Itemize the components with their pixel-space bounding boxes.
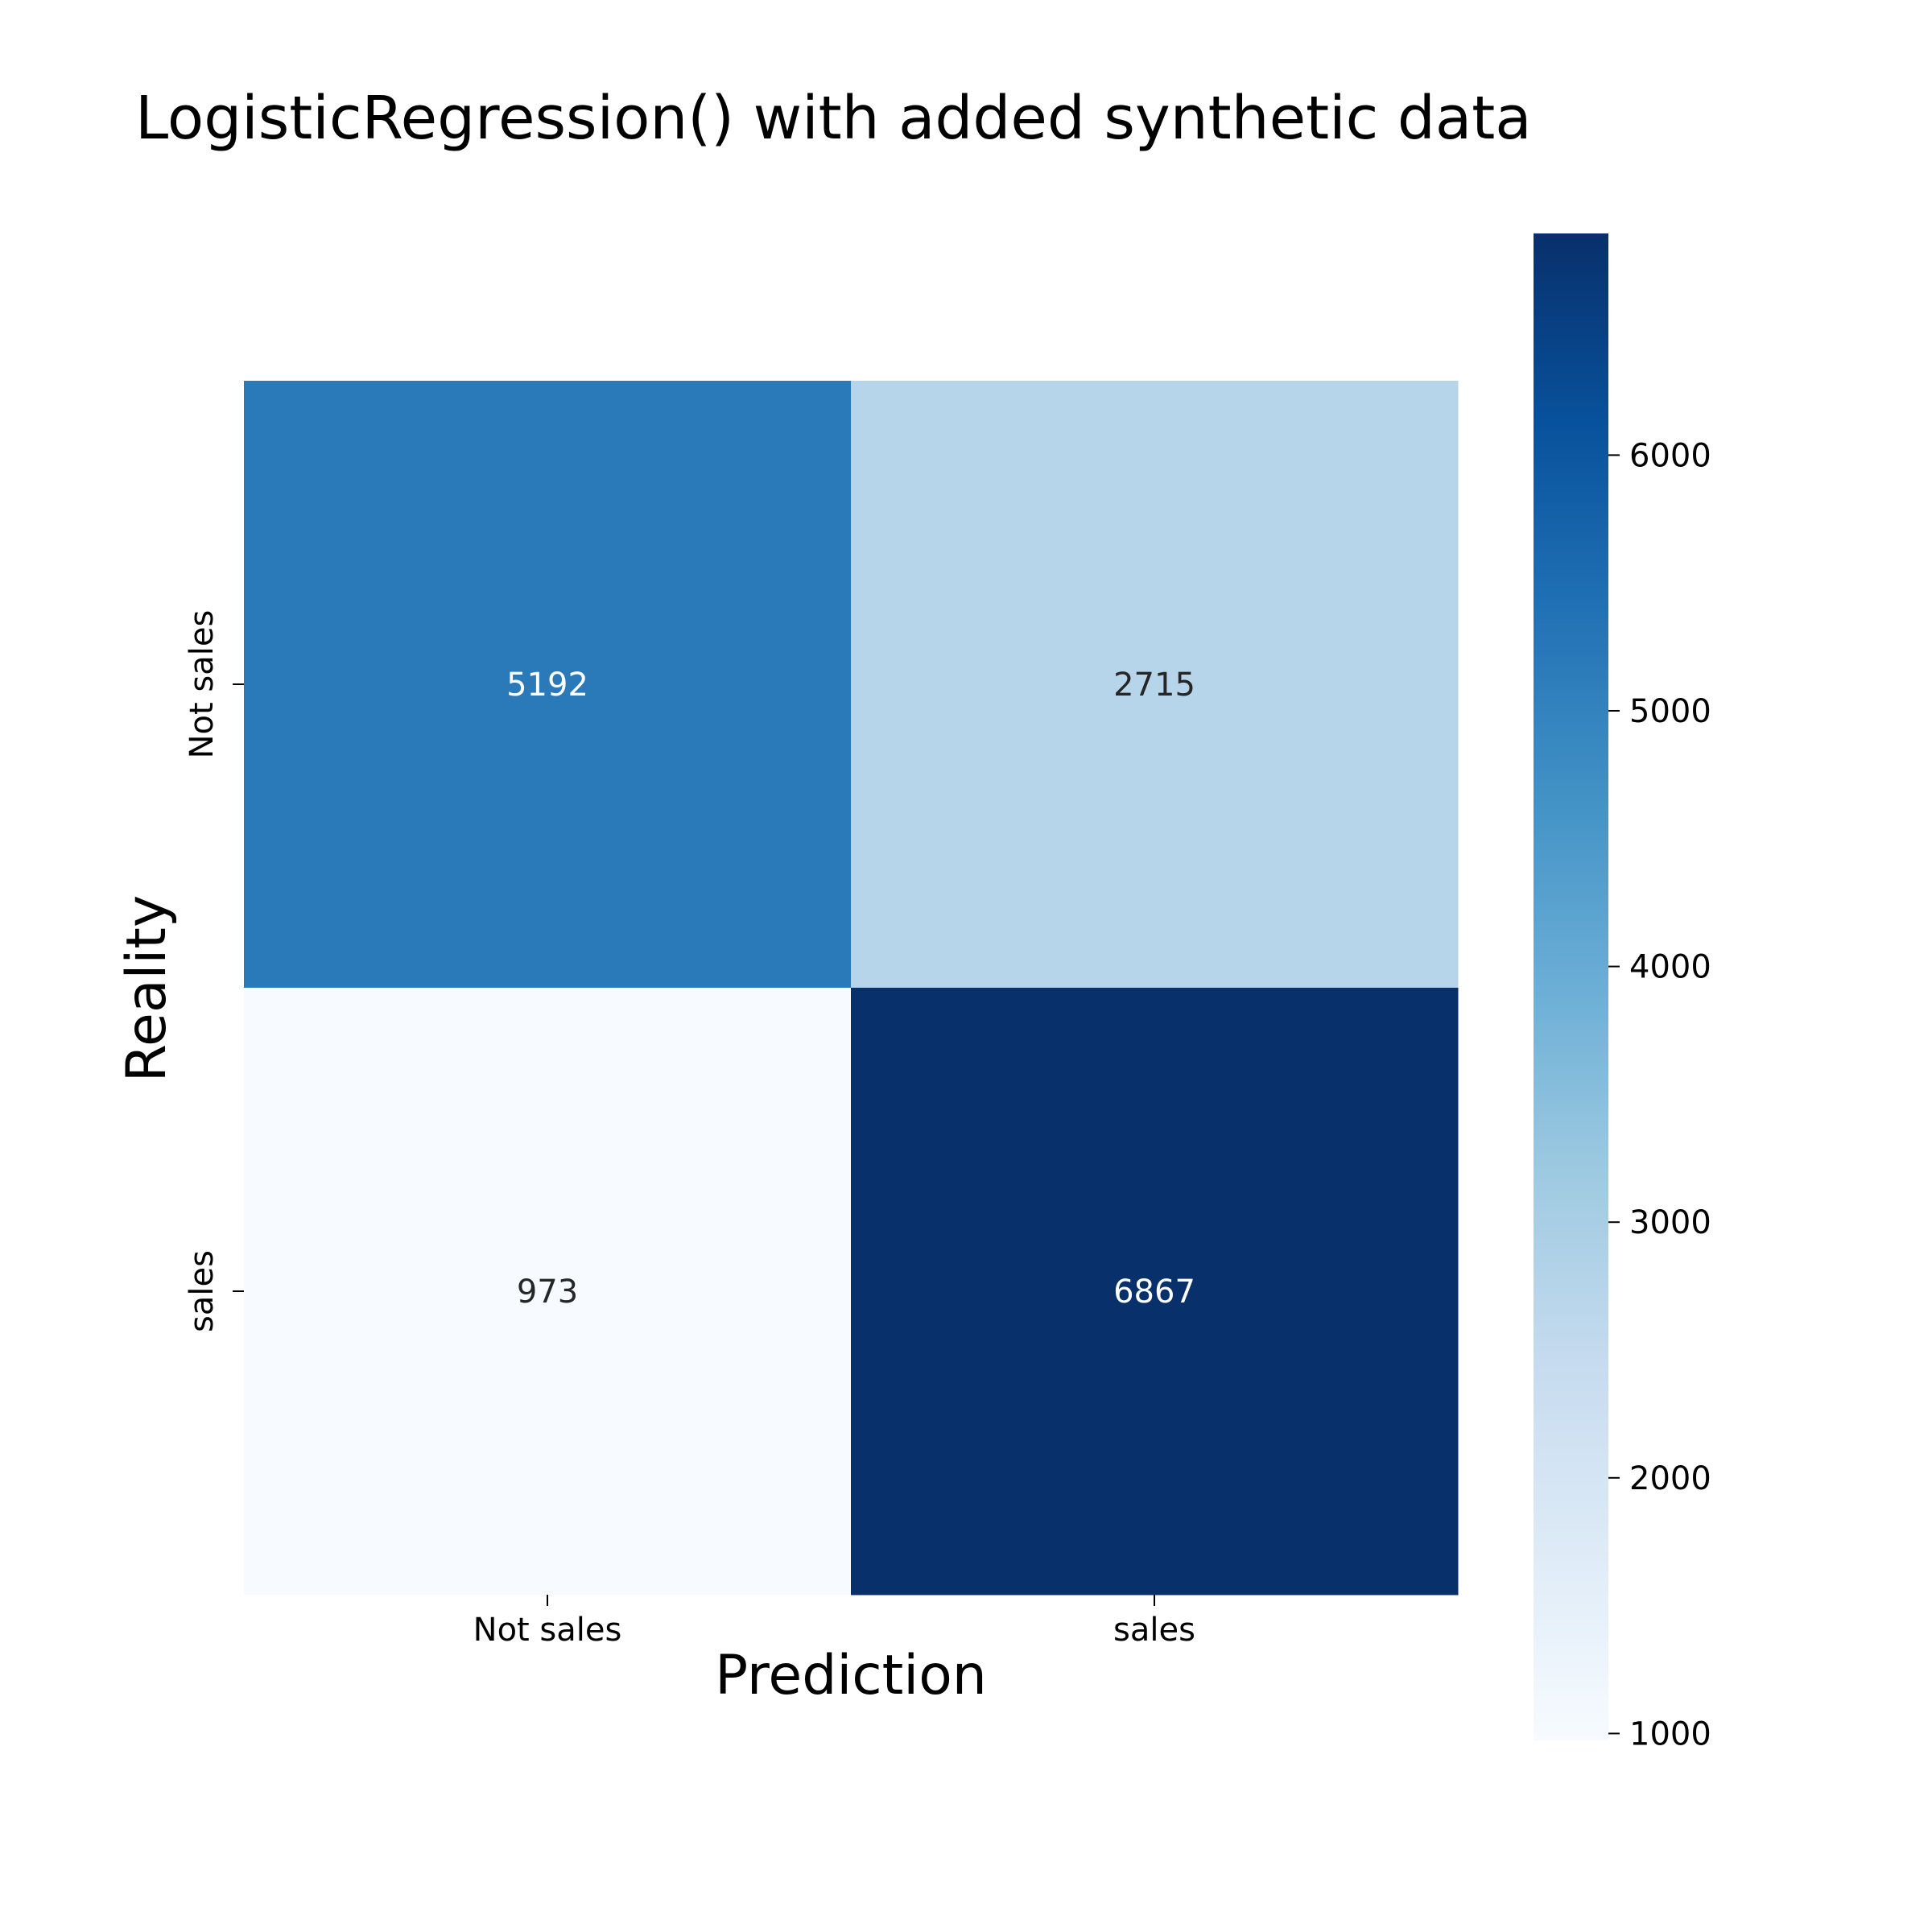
colorbar-tick-label: 2000: [1629, 1460, 1711, 1497]
colorbar-tick-label: 6000: [1629, 437, 1711, 474]
heatmap-cells: [244, 381, 1459, 1596]
colorbar-tick-label: 1000: [1629, 1715, 1711, 1752]
heatmap-cell-r0-c1: [851, 381, 1459, 989]
y-axis-ticks: Not sales sales: [184, 610, 244, 1332]
cell-value-label-r0-c1: 2715: [1113, 667, 1195, 704]
cell-value-label-r0-c0: 5192: [506, 667, 588, 704]
y-tick-label: Not sales: [184, 610, 221, 759]
y-axis-label: Reality: [115, 895, 179, 1082]
heatmap-cell-labels: 5192 2715 973 6867: [506, 667, 1195, 1311]
cell-value-label-r1-c1: 6867: [1113, 1274, 1195, 1311]
colorbar-tick-label: 4000: [1629, 949, 1711, 986]
cell-value-label-r1-c0: 973: [517, 1274, 578, 1311]
x-axis-label: Prediction: [715, 1644, 987, 1707]
x-tick-label: Not sales: [473, 1612, 622, 1649]
colorbar-tick-label: 3000: [1629, 1204, 1711, 1241]
heatmap-cell-r1-c0: [244, 988, 852, 1596]
colorbar-ticks: 1000 2000 3000 4000 5000 6000: [1608, 437, 1711, 1752]
x-axis-ticks: Not sales sales: [473, 1595, 1195, 1649]
colorbar-tick-label: 5000: [1629, 693, 1711, 730]
heatmap-cell-r1-c1: [851, 988, 1459, 1596]
heatmap-cell-r0-c0: [244, 381, 852, 989]
colorbar: [1534, 233, 1608, 1740]
y-tick-label: sales: [184, 1250, 221, 1332]
x-tick-label: sales: [1113, 1612, 1195, 1649]
chart-title: LogisticRegression() with added syntheti…: [135, 84, 1532, 153]
